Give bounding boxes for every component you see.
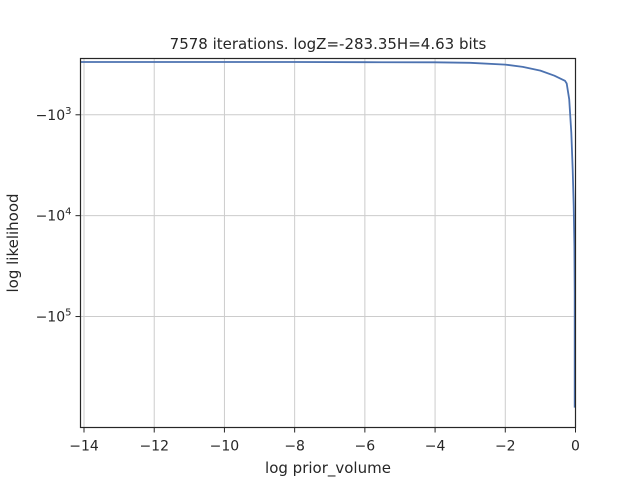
x-tick-label: −12: [139, 439, 169, 455]
plot-frame: [79, 57, 577, 429]
x-tick-label: −2: [495, 439, 516, 455]
series-line: [80, 61, 576, 408]
x-tick-label: −4: [425, 439, 446, 455]
y-tick-label: −104: [36, 207, 72, 225]
series-layer: [80, 61, 576, 408]
x-axis-label: log prior_volume: [265, 459, 391, 478]
x-tick-label: −14: [69, 439, 99, 455]
y-axis: −103 −104 −105: [36, 106, 81, 326]
y-tick-label: −105: [36, 308, 72, 326]
x-axis: −14 −12 −10 −8 −6 −4 −2 0: [69, 427, 580, 455]
y-axis-label: log likelihood: [4, 193, 22, 292]
x-tick-label: −8: [284, 439, 305, 455]
x-tick-label: −10: [210, 439, 240, 455]
x-tick-label: −6: [355, 439, 376, 455]
chart-title: 7578 iterations. logZ=-283.35H=4.63 bits: [170, 35, 487, 53]
grid: [80, 58, 576, 428]
y-tick-label: −103: [36, 106, 72, 124]
x-tick-label: 0: [571, 439, 580, 455]
